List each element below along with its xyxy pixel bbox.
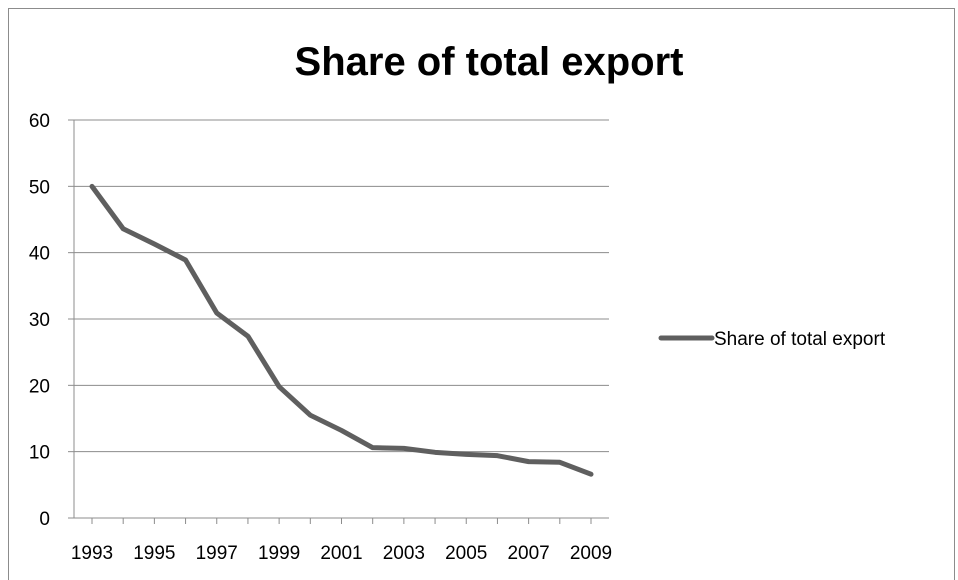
x-tick-label: 1999 [258,543,300,564]
x-tick-label: 2003 [383,543,425,564]
y-axis-ticks: 0 10 20 30 40 50 60 [29,111,74,530]
series-line [89,183,594,477]
y-tick-label: 40 [29,244,50,265]
x-tick-label: 1997 [196,543,238,564]
gridlines [74,119,609,453]
y-tick-label: 20 [29,376,50,397]
legend: Share of total export [658,329,886,350]
series-layer [89,183,594,477]
chart-frame [8,8,955,580]
legend-label: Share of total export [714,329,886,350]
y-tick-label: 0 [39,509,50,530]
chart-title: Share of total export [294,40,684,84]
x-tick-label: 2009 [570,543,612,564]
x-tick-label: 1995 [133,543,175,564]
x-axis-ticks: 1993 1995 1997 1999 2001 2003 2005 2007 2009 [71,518,612,564]
x-tick-label: 2007 [507,543,549,564]
x-tick-label: 1993 [71,543,113,564]
x-tick-label: 2001 [320,543,362,564]
x-tick-label: 2005 [445,543,487,564]
y-tick-label: 60 [29,111,50,132]
y-tick-label: 10 [29,443,50,464]
y-tick-label: 50 [29,177,50,198]
y-tick-label: 30 [29,310,50,331]
